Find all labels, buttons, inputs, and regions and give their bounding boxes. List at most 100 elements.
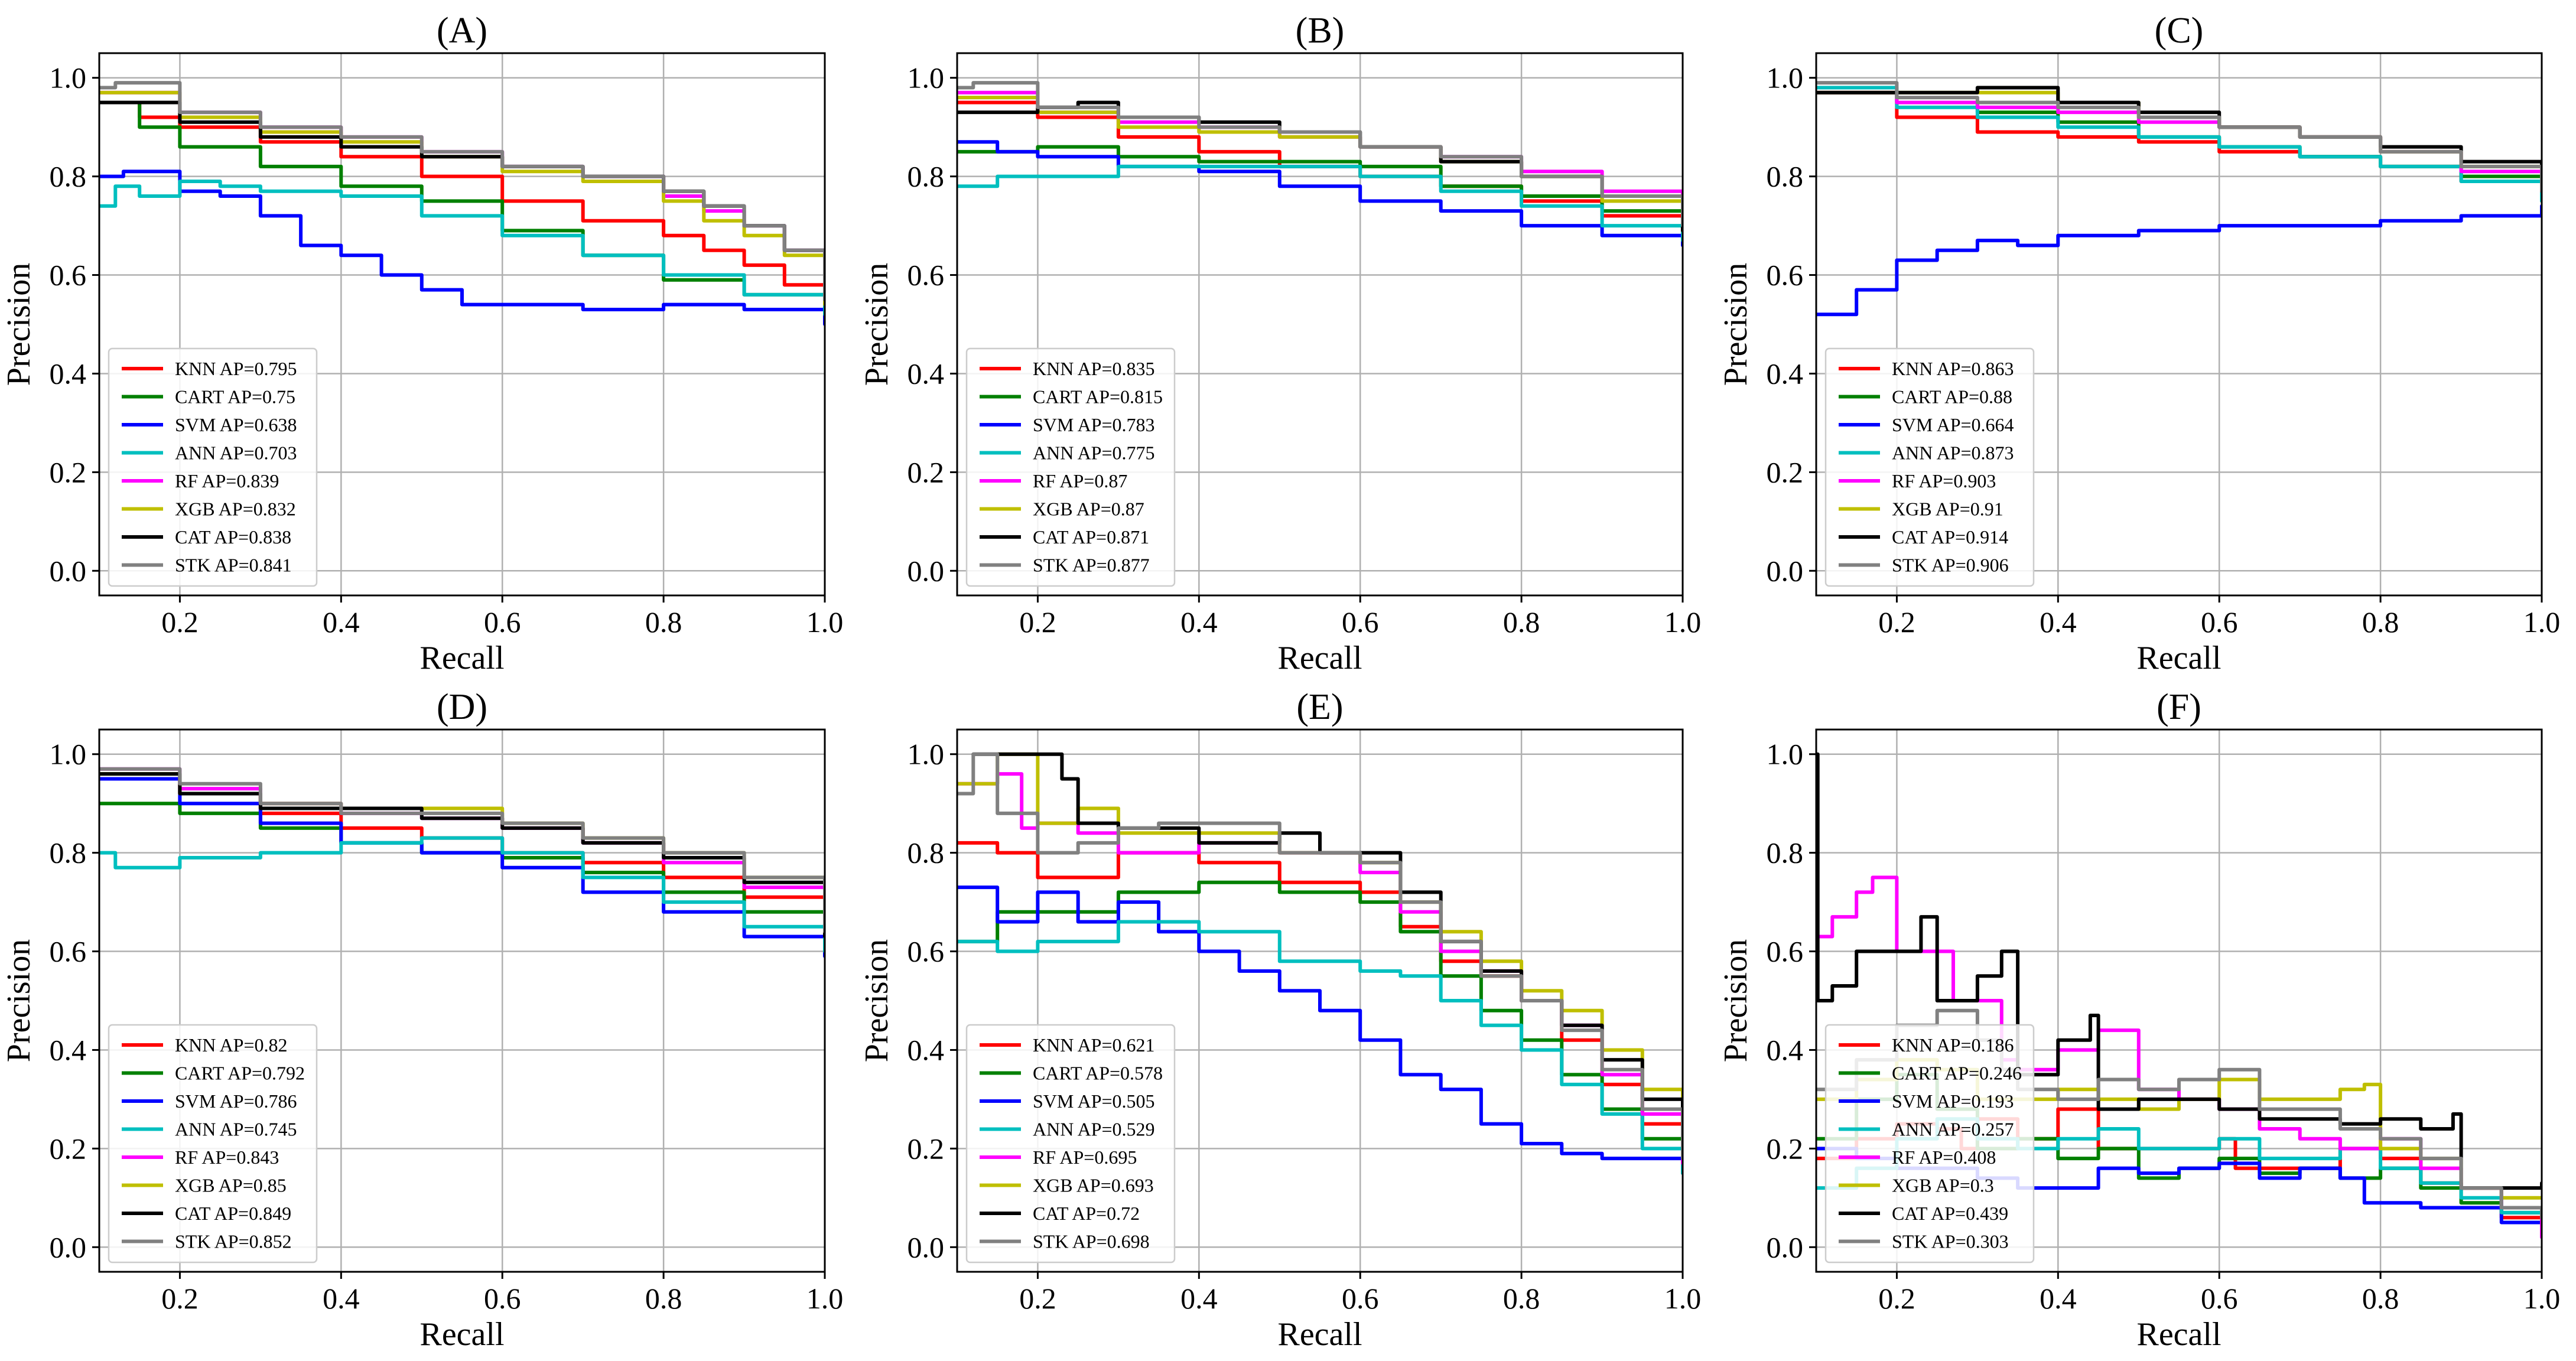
panel-f: 0.2 0.4 0.6 0.8 1.0 0.0 0.2 0.4 0.6 0.8 1.0 (F) Reca… [1718, 687, 2560, 1353]
y-axis-label: Precision [858, 263, 895, 386]
curve-svm [957, 140, 1683, 248]
legend-label-xgb: XGB AP=0.832 [175, 499, 296, 520]
legend-label-stk: STK AP=0.303 [1892, 1231, 2009, 1252]
x-tick-label: 0.2 [1878, 1282, 1915, 1315]
y-tick-label: 0.6 [1767, 935, 1804, 968]
x-tick-label: 1.0 [1664, 1282, 1702, 1315]
y-tick-label: 0.0 [908, 1230, 945, 1264]
x-tick-label: 0.2 [161, 1282, 199, 1315]
x-tick-label: 1.0 [2523, 1282, 2561, 1315]
legend-label-cart: CART AP=0.815 [1033, 386, 1163, 408]
legend-label-ann: ANN AP=0.703 [175, 442, 297, 464]
x-tick-label: 0.4 [2040, 605, 2077, 639]
x-axis-label: Recall [419, 1316, 504, 1353]
y-tick-label: 0.2 [50, 1132, 87, 1165]
x-axis-label: Recall [1277, 1316, 1362, 1353]
y-tick-label: 0.8 [908, 160, 945, 193]
y-tick-label: 0.8 [1767, 160, 1804, 193]
y-tick-label: 1.0 [50, 738, 87, 771]
legend-label-cart: CART AP=0.88 [1892, 386, 2012, 408]
legend-label-knn: KNN AP=0.82 [175, 1034, 288, 1056]
legend-label-cart: CART AP=0.246 [1892, 1063, 2022, 1084]
legend-label-cat: CAT AP=0.439 [1892, 1203, 2008, 1224]
x-axis-label: Recall [1277, 640, 1362, 676]
plot-frame [98, 52, 826, 597]
x-tick-label: 0.6 [1342, 1282, 1379, 1315]
curve-stk [1816, 81, 2542, 193]
x-tick-label: 0.2 [161, 605, 199, 639]
panel-a: 0.2 0.4 0.6 0.8 1.0 0.0 0.2 0.4 0.6 0.8 1.0 (A) Reca… [1, 11, 843, 676]
y-tick-label: 0.0 [908, 554, 945, 587]
legend-label-stk: STK AP=0.877 [1033, 555, 1150, 576]
x-tick-label: 0.6 [484, 1282, 521, 1315]
y-tick-label: 0.4 [1767, 1033, 1804, 1066]
y-tick-label: 1.0 [50, 61, 87, 95]
y-tick-label: 0.6 [1767, 259, 1804, 292]
y-tick-label: 0.2 [1767, 455, 1804, 489]
curve-stk [99, 81, 825, 302]
panel-title: (C) [2155, 11, 2204, 51]
y-tick-label: 0.8 [50, 160, 87, 193]
x-tick-label: 1.0 [806, 1282, 844, 1315]
x-tick-label: 0.8 [645, 1282, 682, 1315]
curves [99, 767, 825, 958]
y-tick-label: 0.6 [908, 935, 945, 968]
curves [99, 81, 825, 326]
x-tick-label: 0.4 [323, 1282, 360, 1315]
y-axis-label: Precision [1718, 939, 1754, 1062]
legend-label-ann: ANN AP=0.529 [1033, 1119, 1155, 1140]
curve-stk [957, 81, 1683, 228]
plot-frame [956, 52, 1684, 597]
curve-stk [1816, 1008, 2542, 1220]
x-tick-label: 0.6 [2201, 1282, 2238, 1315]
panel-title: (E) [1296, 687, 1343, 727]
curve-ann [99, 180, 825, 317]
x-tick-label: 0.6 [484, 605, 521, 639]
curve-ann [99, 836, 825, 953]
curve-svm [1816, 204, 2542, 317]
y-tick-label: 0.6 [50, 259, 87, 292]
panel-c: 0.2 0.4 0.6 0.8 1.0 0.0 0.2 0.4 0.6 0.8 1.0 (C) Reca… [1718, 11, 2560, 676]
x-tick-label: 0.2 [1878, 605, 1915, 639]
panel-title: (A) [437, 11, 487, 51]
y-tick-label: 0.0 [1767, 554, 1804, 587]
legend-label-xgb: XGB AP=0.87 [1033, 499, 1144, 520]
legend-label-svm: SVM AP=0.193 [1892, 1090, 2014, 1112]
x-tick-label: 0.8 [1503, 605, 1540, 639]
legend-label-svm: SVM AP=0.505 [1033, 1090, 1155, 1112]
x-tick-label: 0.2 [1019, 605, 1056, 639]
x-tick-label: 1.0 [2523, 605, 2561, 639]
legend-label-knn: KNN AP=0.621 [1033, 1034, 1155, 1056]
legend-label-stk: STK AP=0.841 [175, 555, 292, 576]
curve-ann [957, 164, 1683, 243]
x-tick-label: 0.4 [323, 605, 360, 639]
panel-b: 0.2 0.4 0.6 0.8 1.0 0.0 0.2 0.4 0.6 0.8 1.0 (B) Reca… [858, 11, 1701, 676]
legend-label-ann: ANN AP=0.873 [1892, 442, 2014, 464]
legend: KNN AP=0.186 CART AP=0.246 SVM AP=0.193 ANN… [1824, 1024, 2035, 1264]
y-tick-label: 0.2 [50, 455, 87, 489]
x-tick-label: 0.2 [1019, 1282, 1056, 1315]
x-tick-label: 0.6 [1342, 605, 1379, 639]
curve-cat [1816, 752, 2542, 1190]
y-tick-label: 0.2 [908, 1132, 945, 1165]
x-tick-label: 0.8 [2362, 1282, 2399, 1315]
y-tick-label: 0.8 [50, 836, 87, 870]
legend-label-knn: KNN AP=0.835 [1033, 358, 1155, 379]
legend-box [1824, 347, 2035, 587]
x-axis-label: Recall [419, 640, 504, 676]
x-tick-label: 1.0 [806, 605, 844, 639]
y-axis-label: Precision [1718, 263, 1754, 386]
y-tick-label: 0.4 [1767, 357, 1804, 390]
legend: KNN AP=0.863 CART AP=0.88 SVM AP=0.664 ANN … [1824, 347, 2035, 587]
legend-box [965, 1024, 1176, 1264]
panel-e: 0.2 0.4 0.6 0.8 1.0 0.0 0.2 0.4 0.6 0.8 1.0 (E) Reca… [858, 687, 1701, 1353]
legend-label-stk: STK AP=0.906 [1892, 555, 2009, 576]
legend-label-xgb: XGB AP=0.85 [175, 1175, 287, 1196]
curve-stk [99, 767, 825, 934]
legend-box [1824, 1024, 2035, 1264]
y-tick-label: 0.8 [908, 836, 945, 870]
curve-ann [957, 920, 1683, 1176]
legend-label-xgb: XGB AP=0.3 [1892, 1175, 1994, 1196]
plot-frame [1815, 728, 2543, 1273]
